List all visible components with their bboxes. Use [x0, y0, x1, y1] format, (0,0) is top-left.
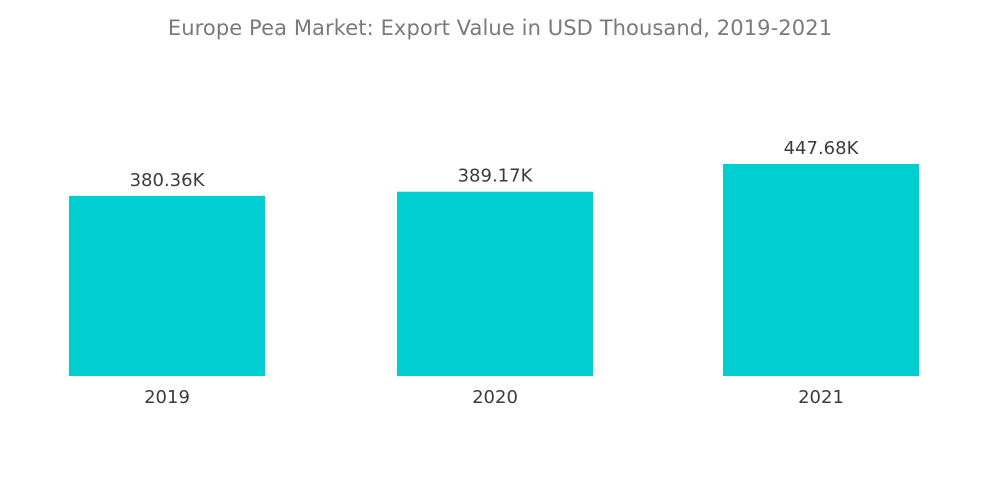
bar-2020 [397, 191, 593, 376]
x-tick-label-2021: 2021 [798, 387, 844, 408]
bar-2019 [69, 195, 265, 376]
data-label-2021: 447.68K [784, 138, 860, 159]
data-label-2019: 380.36K [130, 170, 206, 191]
bar-2021 [723, 164, 919, 376]
x-tick-label-2020: 2020 [472, 387, 518, 408]
x-tick-label-2019: 2019 [144, 387, 190, 408]
chart-title: Europe Pea Market: Export Value in USD T… [167, 16, 833, 40]
data-label-2020: 389.17K [458, 166, 534, 187]
